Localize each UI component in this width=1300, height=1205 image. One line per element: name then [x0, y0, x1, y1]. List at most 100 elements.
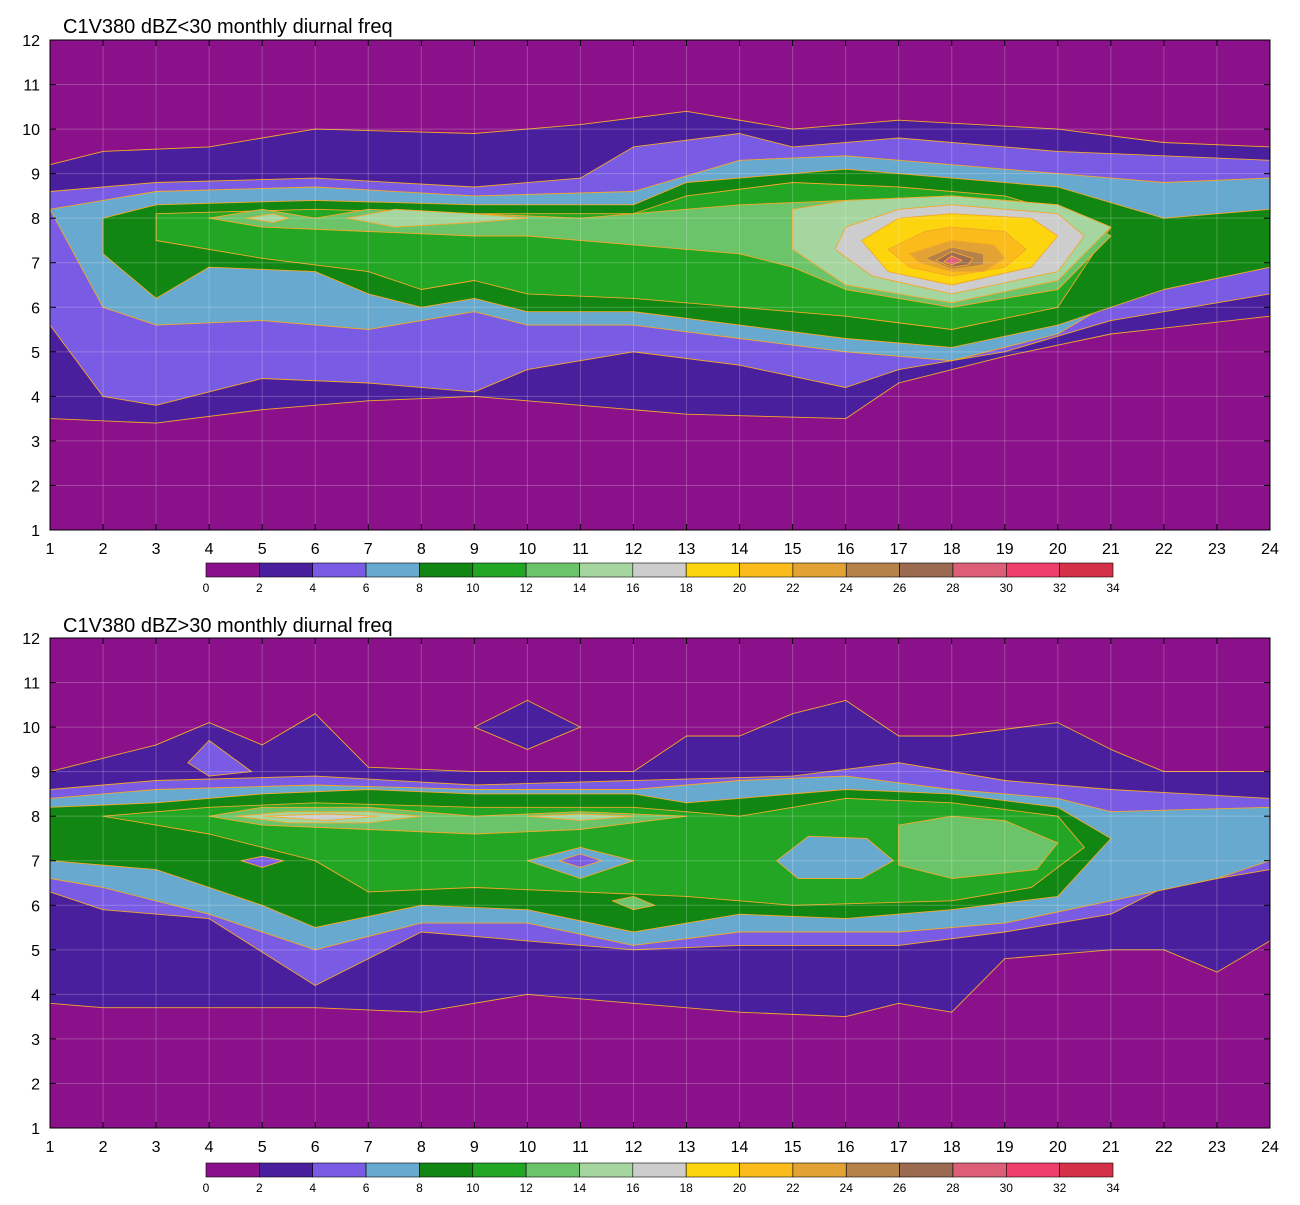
colorbar-tick-label: 22: [786, 581, 800, 595]
chart-title: C1V380 dBZ>30 monthly diurnal freq: [63, 615, 393, 637]
colorbar-tick-label: 10: [466, 1181, 480, 1195]
colorbar-tick-label: 8: [416, 1181, 423, 1195]
colorbar-swatch: [205, 1162, 260, 1178]
x-tick-label: 10: [518, 541, 536, 558]
x-tick-label: 23: [1208, 1139, 1226, 1156]
y-tick-label: 3: [31, 434, 40, 451]
x-tick-label: 9: [470, 1139, 479, 1156]
colorbar-tick-label: 6: [363, 581, 370, 595]
colorbar-tick-label: 26: [893, 581, 907, 595]
colorbar-tick-label: 34: [1106, 581, 1120, 595]
colorbar-swatch: [845, 562, 900, 578]
colorbar-tick-label: 12: [519, 1181, 533, 1195]
colorbar-tick-label: 0: [203, 581, 210, 595]
colorbar-swatch: [259, 1162, 314, 1178]
x-tick-label: 15: [784, 1139, 802, 1156]
contour-region: [346, 208, 528, 228]
x-tick-label: 17: [890, 1139, 908, 1156]
x-tick-label: 6: [311, 541, 320, 558]
x-tick-label: 18: [943, 541, 961, 558]
colorbar: 0 2 4 6 8 10 12 14 16 18 20 22 24 26 28 30 32 34: [203, 1162, 1120, 1195]
x-tick-label: 5: [258, 1139, 267, 1156]
x-tick-label: 10: [518, 1139, 536, 1156]
colorbar-swatch: [739, 562, 794, 578]
y-tick-label: 4: [31, 389, 40, 406]
x-tick-label: 7: [364, 1139, 373, 1156]
colorbar-tick-label: 4: [309, 1181, 316, 1195]
colorbar-tick-label: 6: [363, 1181, 370, 1195]
y-tick-label: 6: [31, 898, 40, 915]
x-tick-label: 21: [1102, 1139, 1120, 1156]
x-tick-label: 7: [364, 541, 373, 558]
x-tick-label: 13: [678, 541, 696, 558]
colorbar-swatch: [792, 1162, 847, 1178]
x-tick-label: 4: [205, 541, 214, 558]
colorbar-swatch: [472, 1162, 527, 1178]
colorbar-swatch: [899, 562, 954, 578]
x-tick-label: 1: [46, 1139, 55, 1156]
colorbar-swatch: [419, 1162, 474, 1178]
contour-region: [187, 740, 253, 777]
colorbar-tick-label: 0: [203, 1181, 210, 1195]
colorbar-tick-label: 20: [733, 1181, 747, 1195]
y-tick-label: 11: [23, 676, 40, 693]
chart-title: C1V380 dBZ<30 monthly diurnal freq: [63, 16, 393, 38]
colorbar-tick-label: 28: [946, 581, 960, 595]
colorbar-swatch: [792, 562, 847, 578]
contour-region: [558, 853, 603, 868]
x-tick-label: 24: [1261, 1139, 1279, 1156]
x-tick-label: 19: [996, 541, 1014, 558]
y-tick-label: 5: [31, 345, 40, 362]
colorbar: 0 2 4 6 8 10 12 14 16 18 20 22 24 26 28 30 32 34: [203, 562, 1120, 595]
colorbar-swatch: [1005, 1162, 1060, 1178]
x-tick-label: 20: [1049, 541, 1067, 558]
colorbar-swatch: [1059, 1162, 1114, 1178]
contour-region: [776, 835, 894, 879]
x-tick-label: 12: [625, 1139, 643, 1156]
colorbar-swatch: [845, 1162, 900, 1178]
x-tick-label: 18: [943, 1139, 961, 1156]
x-tick-label: 15: [784, 541, 802, 558]
contour-region: [898, 815, 1059, 879]
y-tick-label: 7: [31, 256, 40, 273]
y-tick-label: 8: [31, 809, 40, 826]
x-tick-label: 4: [205, 1139, 214, 1156]
colorbar-tick-label: 22: [786, 1181, 800, 1195]
x-tick-label: 6: [311, 1139, 320, 1156]
colorbar-swatch: [365, 1162, 420, 1178]
x-tick-label: 2: [99, 541, 108, 558]
x-tick-label: 19: [996, 1139, 1014, 1156]
y-tick-label: 7: [31, 854, 40, 871]
colorbar-tick-label: 32: [1053, 1181, 1067, 1195]
y-tick-label: 10: [22, 720, 40, 737]
colorbar-swatch: [1059, 562, 1114, 578]
y-tick-label: 12: [22, 631, 40, 648]
contour-region: [943, 255, 963, 266]
contour-region: [261, 813, 380, 822]
colorbar-swatch: [685, 1162, 740, 1178]
colorbar-tick-label: 14: [573, 1181, 587, 1195]
x-tick-label: 22: [1155, 541, 1173, 558]
colorbar-tick-label: 4: [309, 581, 316, 595]
x-tick-label: 9: [470, 541, 479, 558]
colorbar-swatch: [579, 1162, 634, 1178]
x-tick-label: 21: [1102, 541, 1120, 558]
x-tick-label: 13: [678, 1139, 696, 1156]
x-tick-label: 11: [572, 541, 589, 558]
colorbar-swatch: [259, 562, 314, 578]
colorbar-swatch: [632, 1162, 687, 1178]
y-tick-label: 4: [31, 987, 40, 1004]
colorbar-tick-label: 16: [626, 1181, 640, 1195]
y-tick-label: 5: [31, 943, 40, 960]
colorbar-tick-label: 2: [256, 1181, 263, 1195]
x-tick-label: 3: [152, 541, 161, 558]
colorbar-tick-label: 30: [1000, 581, 1014, 595]
colorbar-tick-label: 8: [416, 581, 423, 595]
y-tick-label: 8: [31, 211, 40, 228]
colorbar-swatch: [1005, 562, 1060, 578]
colorbar-tick-label: 26: [893, 1181, 907, 1195]
x-tick-label: 16: [837, 541, 855, 558]
x-tick-label: 12: [625, 541, 643, 558]
colorbar-tick-label: 24: [840, 581, 854, 595]
